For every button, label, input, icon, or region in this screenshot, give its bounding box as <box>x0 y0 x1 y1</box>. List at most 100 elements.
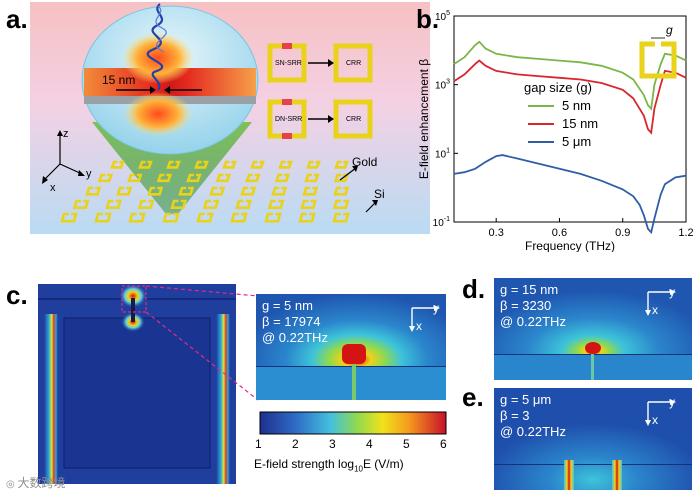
srr-resonator <box>162 212 180 223</box>
colorbar-tick: 6 <box>440 437 447 451</box>
srr-resonator <box>97 173 114 183</box>
srr-resonator <box>250 160 265 169</box>
zoom-connector <box>145 285 259 401</box>
series-line-15-nm <box>453 59 687 135</box>
x-tick-label: 0.9 <box>615 227 630 239</box>
srr-resonator <box>194 160 209 169</box>
y-axis-label: E-field enhancement β <box>418 59 431 179</box>
plot-frame <box>453 15 687 223</box>
y-tick-exponent: 3 <box>446 79 450 86</box>
srr-resonator <box>127 173 143 183</box>
panel-e-g-value: g = 5 μm <box>500 392 552 407</box>
srr-resonator <box>278 160 293 169</box>
y-tick-exponent: -1 <box>444 216 450 223</box>
panel-e-field-map <box>494 388 692 490</box>
panel-e-y-label: y <box>669 395 675 409</box>
panel-e-freq-value: @ 0.22THz <box>500 424 566 439</box>
srr-resonator <box>196 212 214 223</box>
panel-d-x-label: x <box>652 303 658 317</box>
srr-resonator <box>245 173 261 183</box>
watermark: ◎ 大数跨境 <box>6 474 66 491</box>
legend-title: gap size (g) <box>524 80 592 95</box>
panel-d-orientation-icon <box>645 289 676 316</box>
x-tick-label: 0.6 <box>552 227 567 239</box>
x-tick-label: 1.2 <box>678 227 693 239</box>
watermark-icon: ◎ <box>6 479 18 490</box>
enhancement-chart: 0.3 0.6 0.9 1.2 10-1 101 103 105 Frequency (THz)… <box>418 10 694 252</box>
panel-c-field-map <box>38 284 236 484</box>
srr-resonator <box>116 186 133 196</box>
srr-resonator <box>235 199 252 210</box>
axis-x-label: x <box>50 182 56 194</box>
colorbar-title-text: E-field strength log <box>254 457 355 471</box>
srr-resonator <box>166 160 181 169</box>
y-tick-label: 103 <box>435 79 450 92</box>
gap-15nm-label: 15 nm <box>102 73 136 87</box>
panel-c-orientation-icon <box>409 305 440 332</box>
srr-resonator <box>334 160 349 169</box>
panel-d-g-value: g = 15 nm <box>500 282 559 297</box>
y-tick-exponent: 5 <box>446 10 450 17</box>
srr-resonator <box>274 173 291 183</box>
panel-c-beta-value: β = 17974 <box>262 314 321 329</box>
srr-resonator <box>298 212 316 223</box>
colorbar-ticks: 1 2 3 4 5 6 <box>252 437 452 453</box>
panel-d-beta-value: β = 3230 <box>500 298 552 313</box>
crr-label-1: CRR <box>346 60 362 67</box>
dn-srr-label: DN-SRR <box>275 116 303 123</box>
panel-e-x-label: x <box>652 413 658 427</box>
legend-entry: 5 μm <box>562 134 591 149</box>
x-axis-label: Frequency (THz) <box>525 239 615 252</box>
srr-resonator <box>178 186 195 196</box>
sn-srr-label: SN-SRR <box>275 60 302 67</box>
srr-resonator <box>304 173 320 183</box>
srr-resonator <box>72 199 90 210</box>
inset-gap <box>655 39 661 49</box>
srr-resonator <box>333 186 350 196</box>
legend-entry: 15 nm <box>562 116 598 131</box>
srr-resonator <box>230 212 248 223</box>
colorbar-tick: 2 <box>292 437 299 451</box>
srr-resonator <box>215 173 232 183</box>
y-tick-label: 10-1 <box>433 216 450 229</box>
colorbar-tick: 5 <box>403 437 410 451</box>
panel-d-field-map <box>494 278 692 380</box>
srr-resonator <box>138 160 153 169</box>
srr-resonator <box>94 212 112 223</box>
srr-resonator <box>332 199 350 210</box>
colorbar-tick: 3 <box>329 437 336 451</box>
panel-c-y-label: y <box>433 301 439 315</box>
colorbar <box>259 411 447 435</box>
y-tick-label: 105 <box>435 10 450 23</box>
srr-resonator <box>85 186 102 196</box>
panel-e-beta-value: β = 3 <box>500 408 530 423</box>
axis-z-label: z <box>63 128 69 140</box>
axis-y-label: y <box>86 168 92 180</box>
srr-resonator <box>128 212 146 223</box>
colorbar-title-sub: 10 <box>354 464 363 474</box>
colorbar-title-unit: E (V/m) <box>362 457 404 471</box>
srr-resonator <box>222 160 237 169</box>
panel-d-label: d. <box>462 274 486 304</box>
srr-resonator <box>264 212 282 223</box>
panel-c-freq-value: @ 0.22THz <box>262 330 328 345</box>
panel-a-illustration <box>30 2 430 234</box>
srr-resonator <box>202 199 220 210</box>
srr-resonator <box>156 173 173 183</box>
legend-entry: 5 nm <box>562 98 591 113</box>
x-tick-label: 0.3 <box>489 227 504 239</box>
srr-resonator <box>105 199 122 210</box>
srr-resonator <box>110 160 125 169</box>
panel-c-g-value: g = 5 nm <box>262 298 313 313</box>
srr-resonator <box>302 186 319 196</box>
panel-a-label: a. <box>6 4 28 34</box>
srr-resonator <box>267 199 285 210</box>
panel-e-label: e. <box>462 382 484 412</box>
srr-resonator <box>170 199 187 210</box>
crr-label-2: CRR <box>346 116 362 123</box>
si-label: Si <box>374 187 385 201</box>
panel-d-y-label: y <box>669 285 675 299</box>
panel-c-label: c. <box>6 280 28 310</box>
srr-resonator <box>147 186 164 196</box>
srr-resonator <box>137 199 155 210</box>
